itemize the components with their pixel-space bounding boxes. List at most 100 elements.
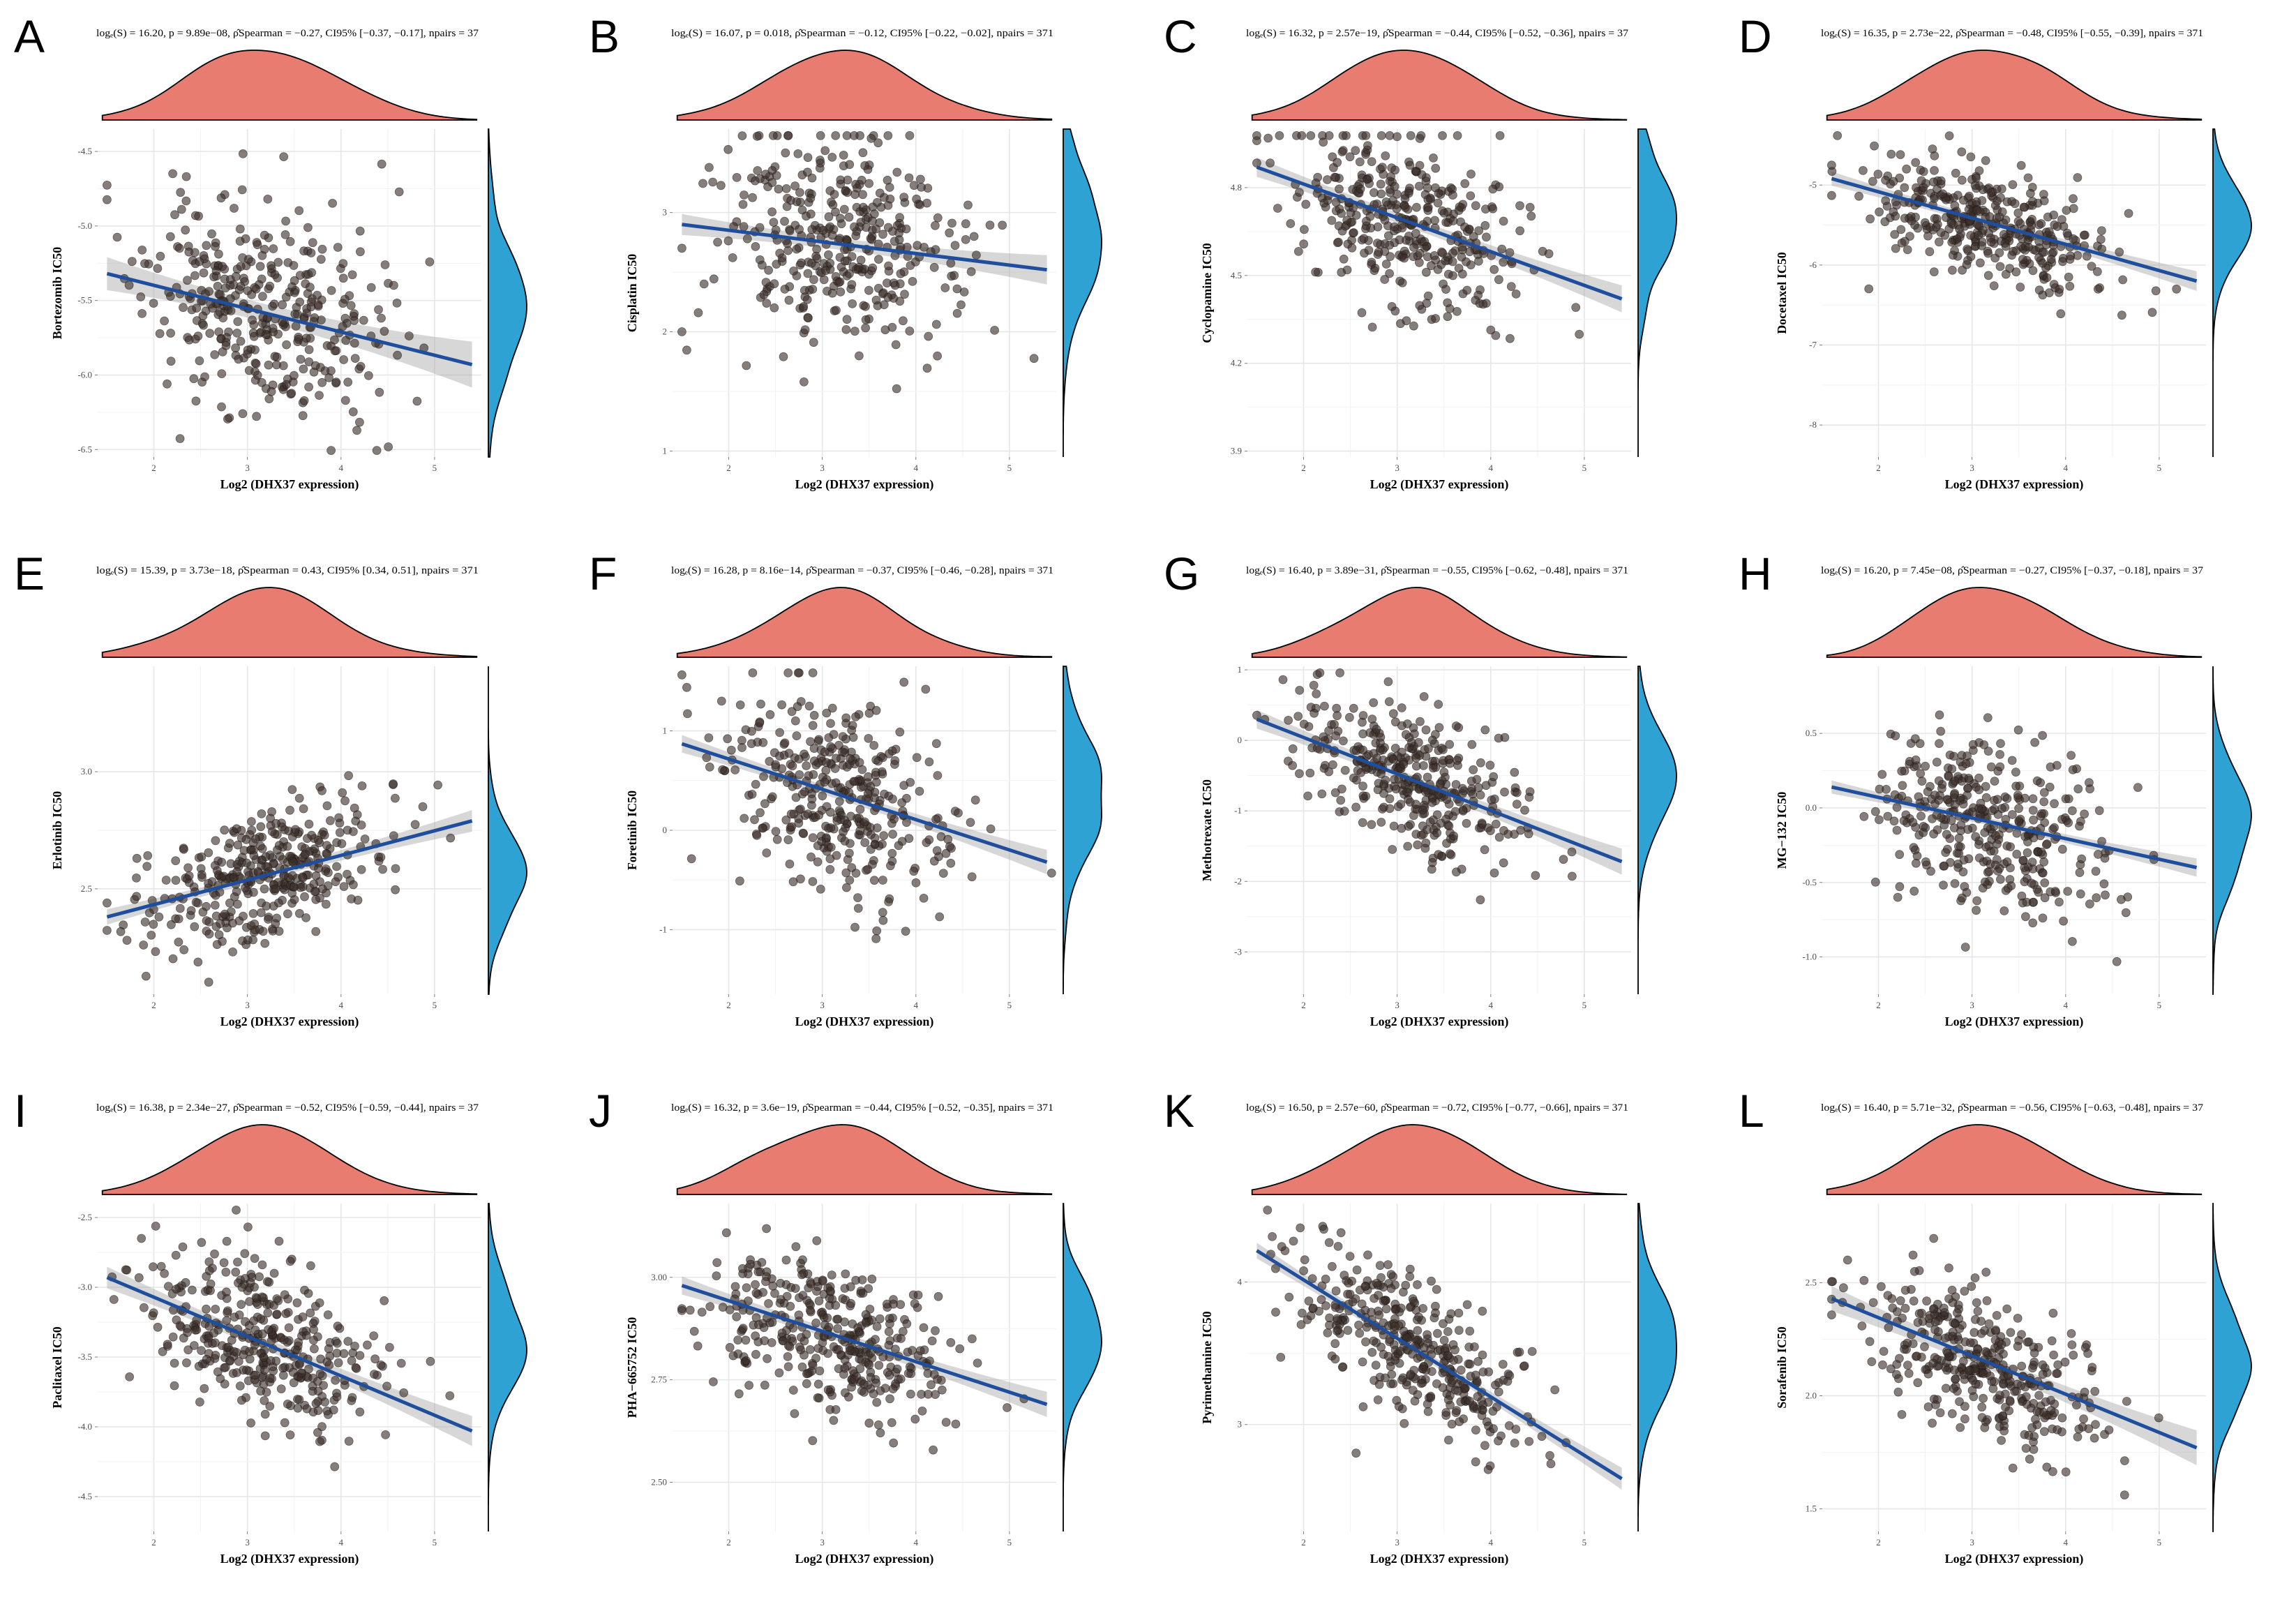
data-point (270, 270, 280, 279)
data-point (187, 1285, 197, 1295)
data-point (1344, 1278, 1353, 1288)
data-point (1999, 906, 2009, 915)
data-point (862, 223, 871, 232)
data-point (969, 232, 979, 241)
data-point (217, 369, 227, 378)
data-point (2034, 1391, 2044, 1400)
data-point (2066, 751, 2076, 760)
data-point (800, 377, 809, 387)
data-point (833, 1314, 843, 1324)
data-point (1900, 1303, 1910, 1313)
data-point (951, 1419, 961, 1429)
data-point (200, 1384, 209, 1393)
data-point (845, 269, 854, 278)
data-point (264, 1299, 274, 1309)
x-tick-label: 5 (2157, 1537, 2162, 1548)
data-point (184, 335, 194, 345)
data-point (1941, 1384, 1951, 1393)
data-point (273, 898, 283, 908)
x-axis-title: Log2 (DHX37 expression) (1945, 477, 2084, 492)
data-point (211, 836, 220, 846)
data-point (1338, 130, 1348, 140)
data-point (231, 343, 241, 353)
data-point (1462, 285, 1472, 295)
data-point (1958, 800, 1968, 809)
data-point (1485, 760, 1495, 770)
data-point (1575, 329, 1584, 339)
data-point (808, 1361, 818, 1370)
data-point (200, 372, 209, 382)
data-point (143, 851, 153, 860)
data-point (886, 861, 895, 871)
data-point (1383, 1351, 1393, 1361)
data-point (1929, 267, 1939, 277)
data-point (698, 179, 707, 188)
data-point (235, 237, 245, 246)
data-point (792, 197, 802, 207)
y-axis-title: Paclitaxel IC50 (50, 1326, 64, 1408)
data-point (870, 833, 880, 843)
data-point (1960, 1414, 1969, 1424)
x-tick-label: 3 (1969, 463, 1974, 473)
regression-line (1256, 1249, 1623, 1481)
data-point (2010, 199, 2020, 209)
data-point (163, 379, 172, 389)
data-point (879, 300, 889, 310)
data-point (1336, 1228, 1346, 1238)
data-point (251, 359, 261, 368)
data-point (384, 442, 393, 451)
data-point (1376, 1342, 1386, 1352)
y-marginal-density (2212, 666, 2252, 995)
data-point (1977, 241, 1987, 250)
data-point (202, 1304, 211, 1314)
data-point (905, 327, 915, 336)
data-point (814, 1296, 824, 1305)
data-point (1953, 860, 1963, 869)
data-point (1402, 316, 1411, 326)
data-point (2037, 809, 2046, 818)
data-point (380, 260, 390, 269)
data-point (220, 825, 230, 835)
data-point (1295, 769, 1304, 779)
data-point (285, 805, 294, 815)
data-point (929, 262, 939, 272)
data-point (102, 898, 112, 908)
data-point (909, 181, 919, 190)
data-point (1271, 1307, 1280, 1317)
data-point (327, 446, 336, 455)
data-point (1888, 1303, 1898, 1312)
panel-letter: J (589, 1085, 612, 1137)
data-point (873, 197, 882, 207)
data-point (193, 898, 203, 908)
scatter-points (1252, 130, 1584, 343)
data-point (1499, 257, 1508, 267)
data-point (260, 1431, 270, 1441)
data-point (931, 1326, 940, 1335)
y-marginal-density (1637, 128, 1677, 457)
data-point (874, 1361, 884, 1370)
data-point (873, 756, 883, 766)
data-point (1999, 230, 2009, 239)
data-point (2034, 285, 2044, 295)
data-point (1981, 1268, 1991, 1277)
data-point (841, 713, 851, 723)
confidence-band (1831, 1286, 2197, 1466)
data-point (1951, 168, 1960, 178)
data-point (783, 130, 793, 140)
data-point (237, 1395, 246, 1405)
data-point (265, 1373, 275, 1383)
data-point (236, 281, 246, 291)
data-point (1416, 830, 1426, 840)
data-point (2040, 893, 2050, 903)
data-point (1349, 773, 1358, 783)
y-tick-label: -4.5 (77, 146, 92, 156)
data-point (2075, 868, 2085, 877)
data-point (350, 354, 360, 363)
data-point (924, 757, 934, 767)
data-point (2027, 214, 2036, 224)
x-tick-label: 4 (1489, 1537, 1494, 1548)
data-point (357, 781, 367, 790)
data-point (1395, 1347, 1405, 1356)
